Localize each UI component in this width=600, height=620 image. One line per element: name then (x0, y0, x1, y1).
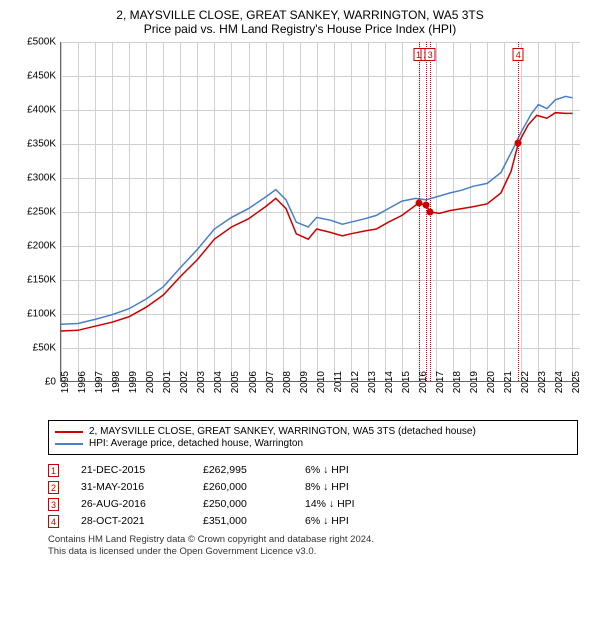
sales-row: 4 28-OCT-2021 £351,000 6% ↓ HPI (48, 514, 580, 528)
series-property (61, 113, 573, 331)
sales-diff: 14% ↓ HPI (305, 497, 425, 511)
x-axis-label: 2000 (145, 371, 156, 401)
y-axis-label: £0 (16, 377, 56, 388)
footer-line: Contains HM Land Registry data © Crown c… (48, 534, 580, 546)
x-axis-label: 2007 (265, 371, 276, 401)
y-axis-label: £250K (16, 207, 56, 218)
sales-table: 1 21-DEC-2015 £262,995 6% ↓ HPI 2 31-MAY-2016… (48, 463, 580, 528)
y-axis-label: £50K (16, 343, 56, 354)
x-axis-label: 2004 (213, 371, 224, 401)
sales-date: 31-MAY-2016 (81, 480, 181, 494)
x-axis-label: 2023 (537, 371, 548, 401)
sales-idx-box: 2 (48, 481, 59, 494)
sales-price: £351,000 (203, 514, 283, 528)
y-axis-label: £150K (16, 275, 56, 286)
sales-diff: 6% ↓ HPI (305, 514, 425, 528)
x-axis-label: 1996 (77, 371, 88, 401)
y-axis-label: £100K (16, 309, 56, 320)
x-axis-label: 2020 (486, 371, 497, 401)
x-axis-label: 2015 (401, 371, 412, 401)
x-axis-label: 2019 (469, 371, 480, 401)
x-axis-label: 2014 (384, 371, 395, 401)
y-axis-label: £500K (16, 37, 56, 48)
sales-date: 26-AUG-2016 (81, 497, 181, 511)
title-address: 2, MAYSVILLE CLOSE, GREAT SANKEY, WARRIN… (10, 8, 590, 22)
sales-diff: 8% ↓ HPI (305, 480, 425, 494)
x-axis-label: 2022 (520, 371, 531, 401)
x-axis-label: 2008 (282, 371, 293, 401)
legend-row-hpi: HPI: Average price, detached house, Warr… (55, 438, 571, 449)
legend: 2, MAYSVILLE CLOSE, GREAT SANKEY, WARRIN… (48, 420, 578, 455)
x-axis-label: 2013 (367, 371, 378, 401)
sales-row: 1 21-DEC-2015 £262,995 6% ↓ HPI (48, 463, 580, 477)
sale-point (427, 209, 434, 216)
sale-point (515, 140, 522, 147)
sales-idx-box: 1 (48, 464, 59, 477)
x-axis-label: 1998 (111, 371, 122, 401)
x-axis-label: 2024 (554, 371, 565, 401)
x-axis-label: 2012 (350, 371, 361, 401)
y-axis-label: £400K (16, 105, 56, 116)
x-axis-label: 2005 (230, 371, 241, 401)
y-axis-label: £450K (16, 71, 56, 82)
x-axis-label: 2002 (179, 371, 190, 401)
x-axis-label: 2006 (248, 371, 259, 401)
x-axis-label: 1997 (94, 371, 105, 401)
y-axis-label: £200K (16, 241, 56, 252)
sale-point (415, 200, 422, 207)
sales-row: 2 31-MAY-2016 £260,000 8% ↓ HPI (48, 480, 580, 494)
x-axis-label: 2025 (571, 371, 582, 401)
series-hpi (61, 96, 573, 324)
legend-row-property: 2, MAYSVILLE CLOSE, GREAT SANKEY, WARRIN… (55, 426, 571, 437)
sale-marker-box: 3 (425, 48, 436, 61)
x-axis-label: 2011 (333, 371, 344, 401)
sales-price: £250,000 (203, 497, 283, 511)
footer-line: This data is licensed under the Open Gov… (48, 546, 580, 558)
chart-title: 2, MAYSVILLE CLOSE, GREAT SANKEY, WARRIN… (10, 8, 590, 36)
x-axis-label: 1999 (128, 371, 139, 401)
sales-price: £262,995 (203, 463, 283, 477)
sales-date: 21-DEC-2015 (81, 463, 181, 477)
x-axis-label: 2003 (196, 371, 207, 401)
sales-price: £260,000 (203, 480, 283, 494)
sales-row: 3 26-AUG-2016 £250,000 14% ↓ HPI (48, 497, 580, 511)
x-axis-label: 2009 (299, 371, 310, 401)
sales-idx-box: 3 (48, 498, 59, 511)
x-axis-label: 1995 (60, 371, 71, 401)
plot-region: 1234 (60, 42, 580, 382)
chart-area: £0£50K£100K£150K£200K£250K£300K£350K£400… (20, 42, 580, 412)
sales-idx-box: 4 (48, 515, 59, 528)
legend-label: 2, MAYSVILLE CLOSE, GREAT SANKEY, WARRIN… (89, 426, 476, 437)
y-axis-label: £300K (16, 173, 56, 184)
y-axis-label: £350K (16, 139, 56, 150)
sale-marker-line (419, 42, 420, 381)
sales-date: 28-OCT-2021 (81, 514, 181, 528)
x-axis-label: 2017 (435, 371, 446, 401)
sale-marker-box: 4 (513, 48, 524, 61)
x-axis-label: 2021 (503, 371, 514, 401)
sales-diff: 6% ↓ HPI (305, 463, 425, 477)
line-series (61, 42, 581, 382)
footer-attribution: Contains HM Land Registry data © Crown c… (48, 534, 580, 559)
sale-marker-line (518, 42, 519, 381)
x-axis-label: 2001 (162, 371, 173, 401)
chart-container: 2, MAYSVILLE CLOSE, GREAT SANKEY, WARRIN… (0, 0, 600, 620)
legend-swatch (55, 431, 83, 433)
x-axis-label: 2018 (452, 371, 463, 401)
title-subtitle: Price paid vs. HM Land Registry's House … (10, 22, 590, 36)
x-axis-label: 2016 (418, 371, 429, 401)
legend-label: HPI: Average price, detached house, Warr… (89, 438, 303, 449)
legend-swatch (55, 443, 83, 445)
x-axis-label: 2010 (316, 371, 327, 401)
